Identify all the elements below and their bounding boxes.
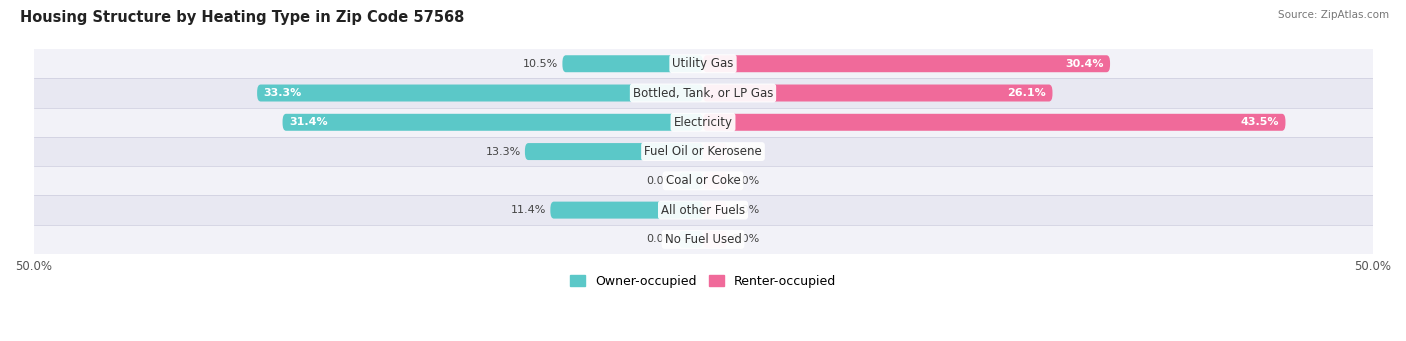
Text: Housing Structure by Heating Type in Zip Code 57568: Housing Structure by Heating Type in Zip… — [20, 10, 464, 25]
Bar — [34, 225, 1372, 254]
Text: 43.5%: 43.5% — [1240, 117, 1279, 127]
Bar — [34, 49, 1372, 78]
Bar — [34, 78, 1372, 108]
Text: 31.4%: 31.4% — [290, 117, 328, 127]
Text: 0.0%: 0.0% — [647, 176, 675, 186]
Text: 0.0%: 0.0% — [731, 176, 759, 186]
FancyBboxPatch shape — [703, 143, 727, 160]
Text: 26.1%: 26.1% — [1007, 88, 1046, 98]
Bar — [34, 195, 1372, 225]
Text: 30.4%: 30.4% — [1064, 59, 1104, 69]
FancyBboxPatch shape — [703, 172, 727, 189]
Text: Electricity: Electricity — [673, 116, 733, 129]
Text: 33.3%: 33.3% — [264, 88, 302, 98]
Text: 0.0%: 0.0% — [731, 234, 759, 244]
Text: Coal or Coke: Coal or Coke — [665, 174, 741, 187]
Text: 0.0%: 0.0% — [731, 205, 759, 215]
Bar — [34, 108, 1372, 137]
FancyBboxPatch shape — [703, 202, 727, 219]
FancyBboxPatch shape — [703, 114, 1285, 131]
Text: 11.4%: 11.4% — [510, 205, 547, 215]
FancyBboxPatch shape — [679, 231, 703, 248]
FancyBboxPatch shape — [257, 85, 703, 102]
Text: No Fuel Used: No Fuel Used — [665, 233, 741, 246]
Text: Bottled, Tank, or LP Gas: Bottled, Tank, or LP Gas — [633, 87, 773, 100]
Text: Source: ZipAtlas.com: Source: ZipAtlas.com — [1278, 10, 1389, 20]
FancyBboxPatch shape — [524, 143, 703, 160]
Legend: Owner-occupied, Renter-occupied: Owner-occupied, Renter-occupied — [565, 270, 841, 293]
Text: 0.0%: 0.0% — [731, 147, 759, 157]
Text: 10.5%: 10.5% — [523, 59, 558, 69]
Bar — [34, 166, 1372, 195]
FancyBboxPatch shape — [703, 231, 727, 248]
FancyBboxPatch shape — [550, 202, 703, 219]
Text: Utility Gas: Utility Gas — [672, 57, 734, 70]
Text: 0.0%: 0.0% — [647, 234, 675, 244]
Text: 13.3%: 13.3% — [485, 147, 520, 157]
Text: Fuel Oil or Kerosene: Fuel Oil or Kerosene — [644, 145, 762, 158]
FancyBboxPatch shape — [283, 114, 703, 131]
Bar — [34, 137, 1372, 166]
Text: All other Fuels: All other Fuels — [661, 204, 745, 217]
FancyBboxPatch shape — [703, 85, 1053, 102]
FancyBboxPatch shape — [679, 172, 703, 189]
FancyBboxPatch shape — [562, 55, 703, 72]
FancyBboxPatch shape — [703, 55, 1111, 72]
